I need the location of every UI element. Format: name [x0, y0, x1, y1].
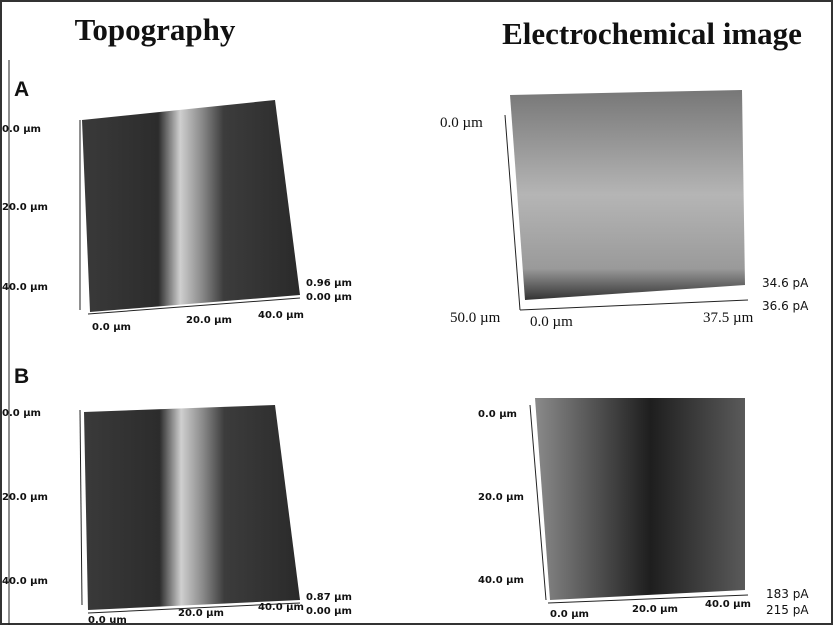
- electrochemical-image: [535, 398, 745, 600]
- axis: [520, 300, 748, 310]
- x-label: 0.0 µm: [92, 322, 131, 333]
- y-label: 20.0 µm: [478, 492, 524, 503]
- y-label: 40.0 µm: [478, 575, 524, 586]
- x-label: 20.0 µm: [186, 315, 232, 326]
- z-label: 0.87 µm: [306, 592, 352, 603]
- x-label: 0.0 µm: [530, 314, 573, 330]
- topography-image: [84, 405, 300, 610]
- x-label: 40.0 µm: [258, 310, 304, 321]
- panel-label: A: [14, 78, 29, 101]
- y-label: 40.0 µm: [2, 576, 48, 587]
- y-label: 0.0 µm: [2, 408, 41, 419]
- y-label: 40.0 µm: [2, 282, 48, 293]
- y-label: 0.0 µm: [2, 124, 41, 135]
- y-label: 20.0 µm: [2, 202, 48, 213]
- y-label: 0.0 µm: [478, 409, 517, 420]
- x-label: 0.0 µm: [550, 609, 589, 620]
- topography-image: [82, 100, 300, 312]
- y-label: 0.0 µm: [440, 115, 483, 131]
- x-label: 20.0 µm: [178, 608, 224, 619]
- z-label: 0.00 µm: [306, 292, 352, 303]
- panel-label: B: [14, 365, 29, 388]
- x-label: 20.0 µm: [632, 604, 678, 615]
- figure: Topography Electrochemical image A B 0.0…: [0, 0, 833, 625]
- z-label: 215 pA: [766, 603, 809, 617]
- x-label: 40.0 µm: [258, 602, 304, 613]
- z-label: 183 pA: [766, 587, 809, 601]
- electrochemical-image: [510, 90, 745, 300]
- y-label: 20.0 µm: [2, 492, 48, 503]
- column-header: Topography: [75, 12, 236, 47]
- x-label: 40.0 µm: [705, 599, 751, 610]
- x-label: 0.0 um: [88, 615, 127, 625]
- axis: [80, 410, 82, 605]
- x-label: 37.5 µm: [703, 310, 754, 326]
- y-label: 50.0 µm: [450, 310, 501, 326]
- z-label: 0.00 µm: [306, 606, 352, 617]
- z-label: 34.6 pA: [762, 276, 809, 290]
- z-label: 0.96 µm: [306, 278, 352, 289]
- column-header: Electrochemical image: [502, 16, 802, 51]
- z-label: 36.6 pA: [762, 299, 809, 313]
